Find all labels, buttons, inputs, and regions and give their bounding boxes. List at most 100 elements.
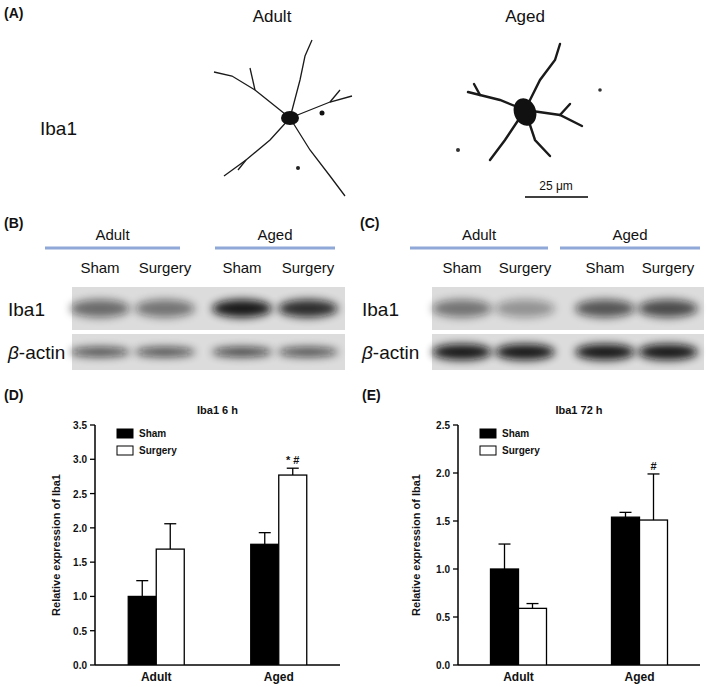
row-label: β-actin [361,342,419,363]
y-tick-label: 0.5 [73,626,87,637]
annotations: * # [286,454,299,466]
panel-label: (E) [362,387,381,403]
band [432,344,492,360]
column-label: Aged [505,7,545,26]
bar-chart: Iba1 72 hRelative expression of Iba10.00… [410,404,700,684]
legend: ShamSurgery [117,428,177,456]
group-line [215,247,335,250]
band [495,344,555,360]
band [575,344,635,360]
legend-swatch [480,429,496,438]
process [238,160,246,170]
legend-label: Surgery [139,445,177,456]
error-cap [499,543,511,544]
group-line [560,247,700,250]
lane-label: Surgery [642,259,695,276]
x-tick-label: Aged [264,670,294,684]
y-tick-label: 1.0 [73,591,87,602]
y-tick-label: 3.0 [73,454,87,465]
y-tick-label: 1.0 [436,564,450,575]
error-stem [504,544,505,569]
bar-chart: Iba1 6 hRelative expression of Iba10.00.… [50,404,340,684]
bar [279,475,307,665]
band [135,300,195,318]
y-tick-label: 2.5 [73,489,87,500]
group-line [410,247,548,250]
error-bar [527,604,539,609]
row-label-part: β [361,342,373,363]
lane-label: Sham [222,259,261,276]
legend-swatch [117,429,133,438]
error-cap [527,603,539,604]
row-label: Iba1 [40,118,77,139]
y-tick-label: 2.0 [73,523,87,534]
group-line [45,247,180,250]
band [495,300,555,318]
plot-area [491,474,668,665]
scale-bar-label: 25 μm [539,179,573,193]
y-tick-label: 1.5 [436,516,450,527]
error-stem [142,581,143,597]
error-stem [292,468,293,475]
process [290,96,352,118]
speck [320,111,325,116]
error-bar [259,533,271,545]
y-tick-label: 1.5 [73,557,87,568]
lane-label: Sham [585,259,624,276]
band [135,347,195,357]
error-cap [287,468,299,469]
lane-label: Surgery [282,259,335,276]
y-axis-label: Relative expression of Iba1 [410,474,422,616]
panel-label: (B) [4,215,23,231]
bar [491,569,519,665]
micrograph-adult [214,40,352,196]
legend-label: Sham [502,428,529,439]
soma [510,95,540,129]
band [638,344,698,360]
process [474,84,480,95]
bar [640,520,668,665]
y-axis [94,425,96,665]
band [278,300,338,318]
band [212,300,272,318]
lane-label: Surgery [499,259,552,276]
lane-label: Surgery [139,259,192,276]
lane-label: Sham [442,259,481,276]
figure: (A)(B)(C)(D)(E)AdultAgedIba125 μmAdultSh… [0,0,709,687]
process [224,118,290,176]
group-label: Aged [257,226,292,243]
scale-bar [525,196,588,198]
y-tick-label: 0.5 [436,612,450,623]
bar [612,517,640,665]
error-bar [164,524,176,549]
group-label: Adult [462,226,497,243]
error-stem [653,474,654,520]
annotations: # [650,460,656,472]
y-axis-label: Relative expression of Iba1 [50,474,62,616]
x-tick-label: Adult [141,670,172,684]
process [290,118,345,196]
error-stem [170,524,171,549]
speck [598,88,602,92]
chart-title: Iba1 72 h [555,404,602,416]
y-axis [457,425,459,665]
error-cap [136,580,148,581]
y-tick-label: 2.0 [436,468,450,479]
band [70,300,130,318]
column-label: Adult [253,7,292,26]
micrograph-aged [456,44,602,160]
row-label: Iba1 [8,299,45,320]
band [70,347,130,357]
row-label: β-actin [7,342,65,363]
x-tick-label: Aged [625,670,655,684]
band [278,347,338,357]
blot-strip [432,287,704,330]
annotation: * # [286,454,299,466]
error-bar [648,474,660,520]
x-tick-label: Adult [503,670,534,684]
lane-label: Sham [80,259,119,276]
error-cap [259,532,271,533]
error-cap [620,512,632,513]
bar [519,608,547,665]
error-bar [136,581,148,597]
